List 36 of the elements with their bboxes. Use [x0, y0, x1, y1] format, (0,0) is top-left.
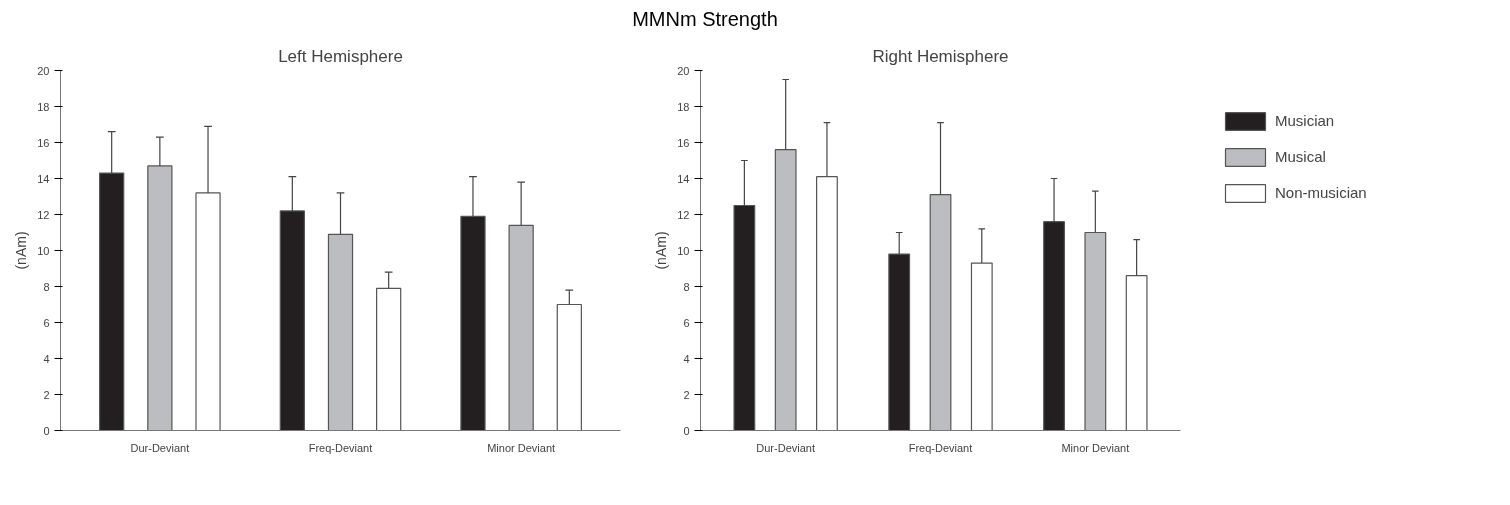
legend-label: Musician [1275, 112, 1335, 130]
legend-label: Non-musician [1275, 184, 1367, 202]
legend-label: Musical [1275, 148, 1326, 166]
y-tick-label: 18 [37, 100, 50, 113]
y-tick-label: 4 [683, 352, 690, 365]
y-axis-title: (nAm) [653, 230, 670, 270]
y-tick-label: 0 [683, 424, 690, 437]
y-tick-label: 6 [683, 316, 690, 329]
x-tick-label: Minor Deviant [487, 441, 556, 454]
y-tick-label: 0 [43, 424, 50, 437]
y-tick-label: 12 [37, 208, 50, 221]
y-tick-label: 4 [43, 352, 50, 365]
y-tick-label: 10 [677, 244, 690, 257]
x-tick-label: Minor Deviant [1061, 441, 1130, 454]
y-tick-label: 6 [43, 316, 50, 329]
y-tick-label: 8 [683, 280, 690, 293]
y-tick-label: 8 [43, 280, 50, 293]
x-tick-label: Dur-Deviant [756, 441, 816, 454]
y-tick-label: 16 [37, 136, 50, 149]
y-tick-label: 20 [37, 64, 50, 77]
y-tick-label: 14 [677, 172, 690, 185]
x-tick-label: Dur-Deviant [130, 441, 190, 454]
y-tick-label: 18 [677, 100, 690, 113]
y-axis-title: (nAm) [13, 230, 30, 270]
x-tick-label: Freq-Deviant [908, 441, 973, 454]
y-tick-label: 2 [43, 388, 50, 401]
y-tick-label: 12 [677, 208, 690, 221]
y-tick-label: 14 [37, 172, 50, 185]
chart-title: Left Hemisphere [278, 46, 403, 66]
x-tick-label: Freq-Deviant [308, 441, 373, 454]
y-tick-label: 20 [677, 64, 690, 77]
y-tick-label: 10 [37, 244, 50, 257]
chart-title: Right Hemisphere [872, 46, 1009, 66]
y-tick-label: 2 [683, 388, 690, 401]
text: MMNm Strength [632, 7, 778, 32]
y-tick-label: 16 [677, 136, 690, 149]
